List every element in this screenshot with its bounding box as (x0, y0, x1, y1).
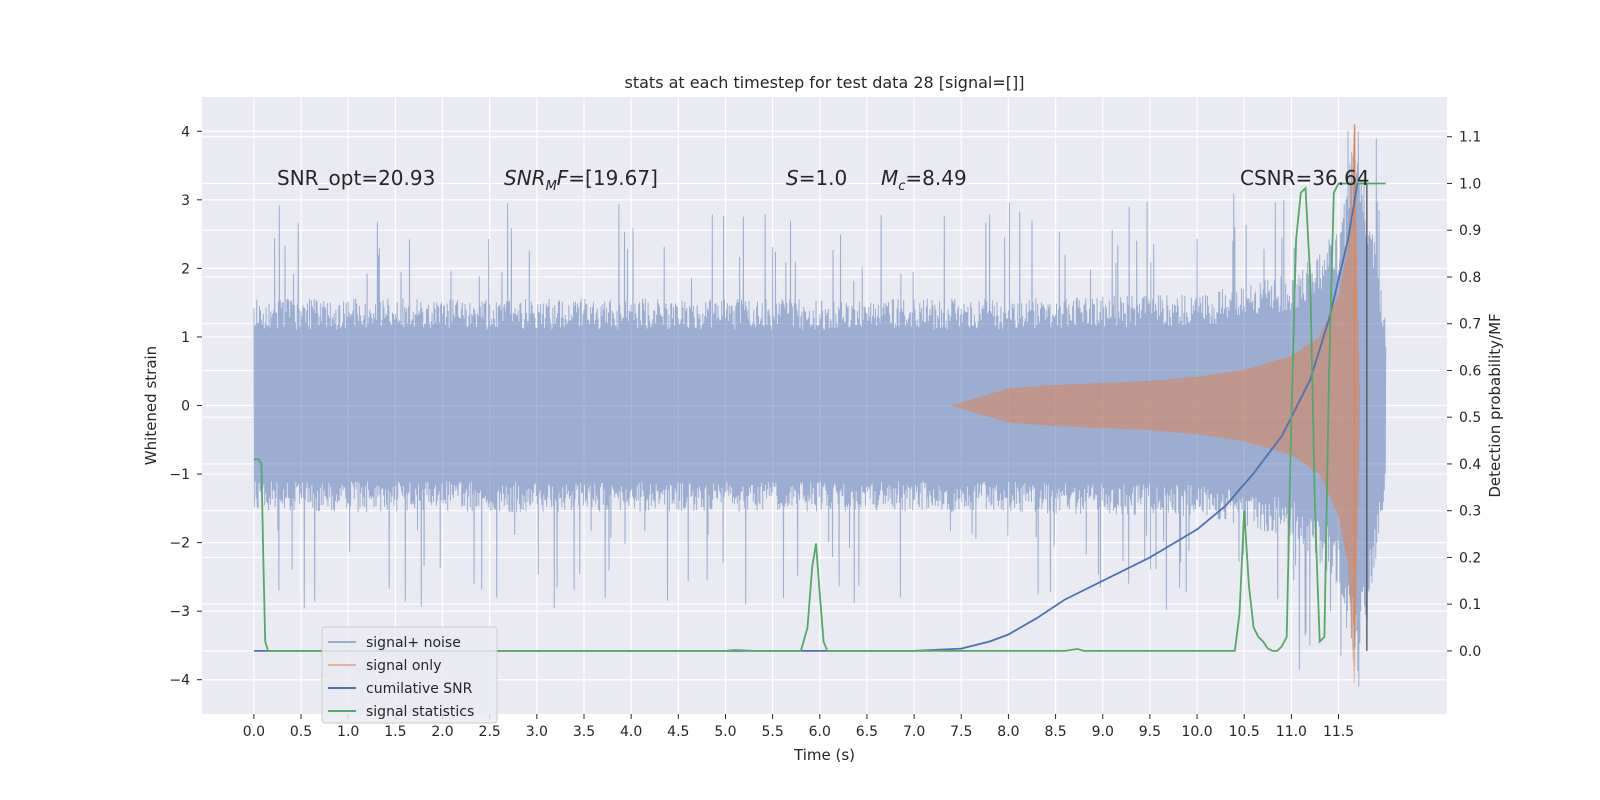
legend-label: signal statistics (366, 704, 474, 720)
x-tick-label: 1.5 (384, 724, 406, 740)
y-tick-label: 0 (181, 399, 190, 415)
annotation-snr-mf-value: =[19.67] (568, 166, 658, 190)
y2-axis-label: Detection probability/MF (1486, 313, 1504, 497)
legend-label: signal only (366, 658, 441, 674)
x-tick-label: 8.5 (1044, 724, 1066, 740)
x-tick-label: 9.5 (1139, 724, 1161, 740)
annotation-mc: Mc=8.49 (881, 166, 967, 194)
annotation-s: S=1.0 (786, 166, 847, 190)
chart-title: stats at each timestep for test data 28 … (625, 73, 1025, 92)
annotation-snr-mf: SNRMF=[19.67] (504, 166, 658, 194)
annotation-snr-opt: SNR_opt=20.93 (277, 166, 435, 190)
y-axis-ticks: 4 3 2 1 0 −1 −2 −3 −4 (169, 124, 202, 689)
y-tick-label: 1 (181, 330, 190, 346)
annotation-mc-symbol: M (881, 166, 898, 190)
x-tick-label: 0.5 (290, 724, 312, 740)
series-layer (253, 124, 1387, 687)
x-tick-label: 3.0 (526, 724, 548, 740)
y2-tick-label: 0.9 (1459, 223, 1481, 239)
x-tick-label: 11.0 (1276, 724, 1307, 740)
x-tick-label: 7.5 (950, 724, 972, 740)
x-tick-label: 10.5 (1229, 724, 1260, 740)
y-tick-label: 3 (181, 193, 190, 209)
y2-tick-label: 0.8 (1459, 270, 1481, 286)
annotation-s-value: =1.0 (799, 166, 848, 190)
y2-tick-label: 0.1 (1459, 597, 1481, 613)
x-tick-label: 7.0 (903, 724, 925, 740)
x-tick-label: 10.0 (1181, 724, 1212, 740)
x-axis-label: Time (s) (793, 746, 855, 764)
y2-tick-label: 0.6 (1459, 363, 1481, 379)
annotation-snr-mf-subscript: M (546, 179, 557, 194)
legend-box (321, 626, 498, 724)
y-axis-label: Whitened strain (142, 346, 160, 465)
annotation-s-symbol: S (786, 166, 799, 190)
x-tick-label: 6.5 (856, 724, 878, 740)
series-signal-statistics (253, 182, 1386, 652)
annotation-mc-subscript: c (898, 179, 905, 194)
legend-label: cumilative SNR (366, 681, 473, 697)
y-tick-label: 2 (181, 261, 190, 277)
annotation-mc-value: =8.49 (905, 166, 966, 190)
annotation-snr-mf-symbol: SNR (504, 166, 546, 190)
x-tick-label: 2.5 (479, 724, 501, 740)
x-tick-label: 8.0 (997, 724, 1019, 740)
annotation-snr-mf-symbol-2: F (557, 166, 569, 190)
series-cumulative-snr (253, 183, 1359, 652)
x-tick-label: 3.5 (573, 724, 595, 740)
y2-tick-label: 0.0 (1459, 644, 1481, 660)
series-signal-noise (253, 131, 1387, 687)
y-tick-label: −3 (169, 604, 190, 620)
y2-tick-label: 0.7 (1459, 317, 1481, 333)
legend: signal+ noise signal only cumilative SNR si… (321, 626, 498, 724)
y2-tick-label: 1.1 (1459, 130, 1481, 146)
y2-tick-label: 0.3 (1459, 504, 1481, 520)
y-tick-label: −4 (169, 673, 190, 689)
y-tick-label: −1 (169, 467, 190, 483)
x-tick-label: 6.0 (809, 724, 831, 740)
x-tick-label: 5.0 (714, 724, 736, 740)
x-tick-label: 4.0 (620, 724, 642, 740)
x-tick-label: 2.0 (431, 724, 453, 740)
y2-tick-label: 0.2 (1459, 550, 1481, 566)
x-tick-label: 1.0 (337, 724, 359, 740)
annotation-csnr: CSNR=36.64 (1240, 166, 1370, 190)
y2-tick-label: 0.4 (1459, 457, 1481, 473)
x-tick-label: 4.5 (667, 724, 689, 740)
y-tick-label: 4 (181, 124, 190, 140)
x-tick-label: 9.0 (1092, 724, 1114, 740)
y2-tick-label: 1.0 (1459, 176, 1481, 192)
y2-tick-label: 0.5 (1459, 410, 1481, 426)
x-tick-label: 11.5 (1323, 724, 1354, 740)
y-tick-label: −2 (169, 536, 190, 552)
legend-label: signal+ noise (366, 635, 461, 651)
x-tick-label: 5.5 (761, 724, 783, 740)
y2-axis-ticks: 1.1 1.0 0.9 0.8 0.7 0.6 0.5 0.4 0.3 0.2 0.1 0.0 (1447, 130, 1481, 660)
x-axis-ticks: 0.0 0.5 1.0 1.5 2.0 2.5 3.0 3.5 4.0 4.5 5.0 5.5 6.0 6… (243, 714, 1354, 740)
x-tick-label: 0.0 (243, 724, 265, 740)
